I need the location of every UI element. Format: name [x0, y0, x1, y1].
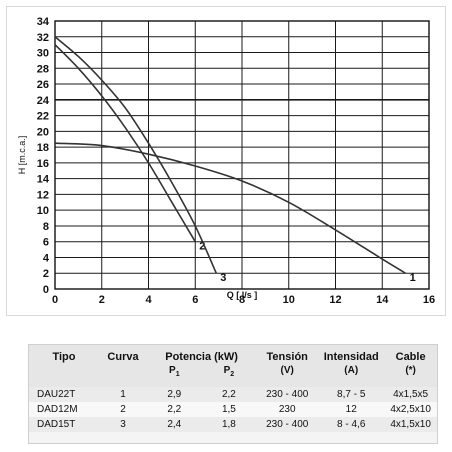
chart-panel: 0 2 4 6 8 10 12 14 16 0 2 4 6 8 10 12 14 16 18 20 22 24 26 28 30… — [6, 6, 446, 316]
table-row: DAD15T 3 2,4 1,8 230 - 400 8 - 4,6 4x1,5… — [29, 417, 437, 432]
curve-3-line — [54, 36, 218, 274]
y-tick-label: 32 — [37, 32, 49, 44]
y-tick-label: 18 — [37, 142, 49, 154]
cell-cable: 4x2,5x10 — [384, 402, 437, 417]
y-tick-label: 12 — [37, 189, 49, 201]
y-tick-label: 26 — [37, 79, 49, 91]
col-subheader-cable: (*) — [384, 364, 437, 387]
y-tick-label: 14 — [37, 174, 50, 186]
col-header-potencia: Potencia (kW) — [147, 345, 257, 364]
x-tick-label: 2 — [99, 294, 105, 306]
y-tick-label: 2 — [43, 268, 49, 280]
y-tick-label: 4 — [43, 252, 50, 264]
cell-tipo: DAD12M — [29, 402, 99, 417]
x-axis-title: Q [ l/s ] — [227, 290, 258, 300]
x-tick-label: 6 — [192, 294, 198, 306]
cell-cable: 4x1,5x10 — [384, 417, 437, 432]
curve-1-label: 1 — [410, 272, 416, 284]
y-tick-label: 34 — [37, 16, 50, 28]
cell-curva: 2 — [99, 402, 147, 417]
cell-curva: 1 — [99, 387, 147, 402]
x-tick-label: 0 — [52, 294, 58, 306]
plot-border — [54, 20, 430, 290]
cell-tipo: DAD15T — [29, 417, 99, 432]
col-header-cable: Cable — [384, 345, 437, 364]
cell-tension: 230 — [256, 402, 319, 417]
col-subheader-tension: (V) — [256, 364, 319, 387]
x-tick-label: 14 — [376, 294, 389, 306]
y-tick-label: 10 — [37, 205, 49, 217]
y-tick-label: 6 — [43, 237, 49, 249]
cell-p2: 2,2 — [201, 387, 257, 402]
cell-p2: 1,8 — [201, 417, 257, 432]
cell-p1: 2,2 — [147, 402, 202, 417]
y-tick-label: 30 — [37, 48, 49, 60]
cell-intensidad: 12 — [318, 402, 385, 417]
col-subheader-p2: P2 — [201, 364, 257, 387]
curve-1-line — [54, 142, 407, 274]
cell-p1: 2,9 — [147, 387, 202, 402]
specs-table-panel: Tipo Curva Potencia (kW) Tensión Intensi… — [28, 344, 438, 444]
col-header-intensidad: Intensidad — [318, 345, 385, 364]
col-header-tipo: Tipo — [29, 345, 99, 364]
col-subheader-intensidad: (A) — [318, 364, 385, 387]
cell-cable: 4x1,5x5 — [384, 387, 437, 402]
table-row: DAD12M 2 2,2 1,5 230 12 4x2,5x10 — [29, 402, 437, 417]
y-tick-label: 0 — [43, 284, 49, 296]
cell-tension: 230 - 400 — [256, 417, 319, 432]
y-tick-label: 16 — [37, 158, 49, 170]
curve-2-line — [54, 44, 196, 243]
curve-2-label: 2 — [199, 241, 205, 253]
col-subheader-p1: P1 — [147, 364, 202, 387]
cell-tension: 230 - 400 — [256, 387, 319, 402]
x-tick-label: 10 — [283, 294, 295, 306]
specs-table: Tipo Curva Potencia (kW) Tensión Intensi… — [29, 345, 437, 432]
x-tick-label: 16 — [423, 294, 435, 306]
curve-3-label: 3 — [220, 272, 226, 284]
y-tick-label: 22 — [37, 111, 49, 123]
y-tick-label: 8 — [43, 221, 49, 233]
cell-intensidad: 8,7 - 5 — [318, 387, 385, 402]
x-tick-label: 12 — [329, 294, 341, 306]
x-tick-label: 8 — [239, 294, 245, 306]
cell-curva: 3 — [99, 417, 147, 432]
cell-intensidad: 8 - 4,6 — [318, 417, 385, 432]
pump-performance-chart: 0 2 4 6 8 10 12 14 16024681012141618202224262830… — [17, 16, 435, 306]
y-tick-label: 28 — [37, 63, 49, 75]
x-tick-label: 4 — [145, 294, 152, 306]
cell-tipo: DAU22T — [29, 387, 99, 402]
y-tick-label: 20 — [37, 126, 49, 138]
y-axis-title: H [m.c.a.] — [17, 136, 27, 175]
y-tick-label: 24 — [37, 95, 50, 107]
col-header-curva: Curva — [99, 345, 147, 364]
cell-p1: 2,4 — [147, 417, 202, 432]
cell-p2: 1,5 — [201, 402, 257, 417]
table-row: DAU22T 1 2,9 2,2 230 - 400 8,7 - 5 4x1,5… — [29, 387, 437, 402]
col-header-tension: Tensión — [256, 345, 319, 364]
